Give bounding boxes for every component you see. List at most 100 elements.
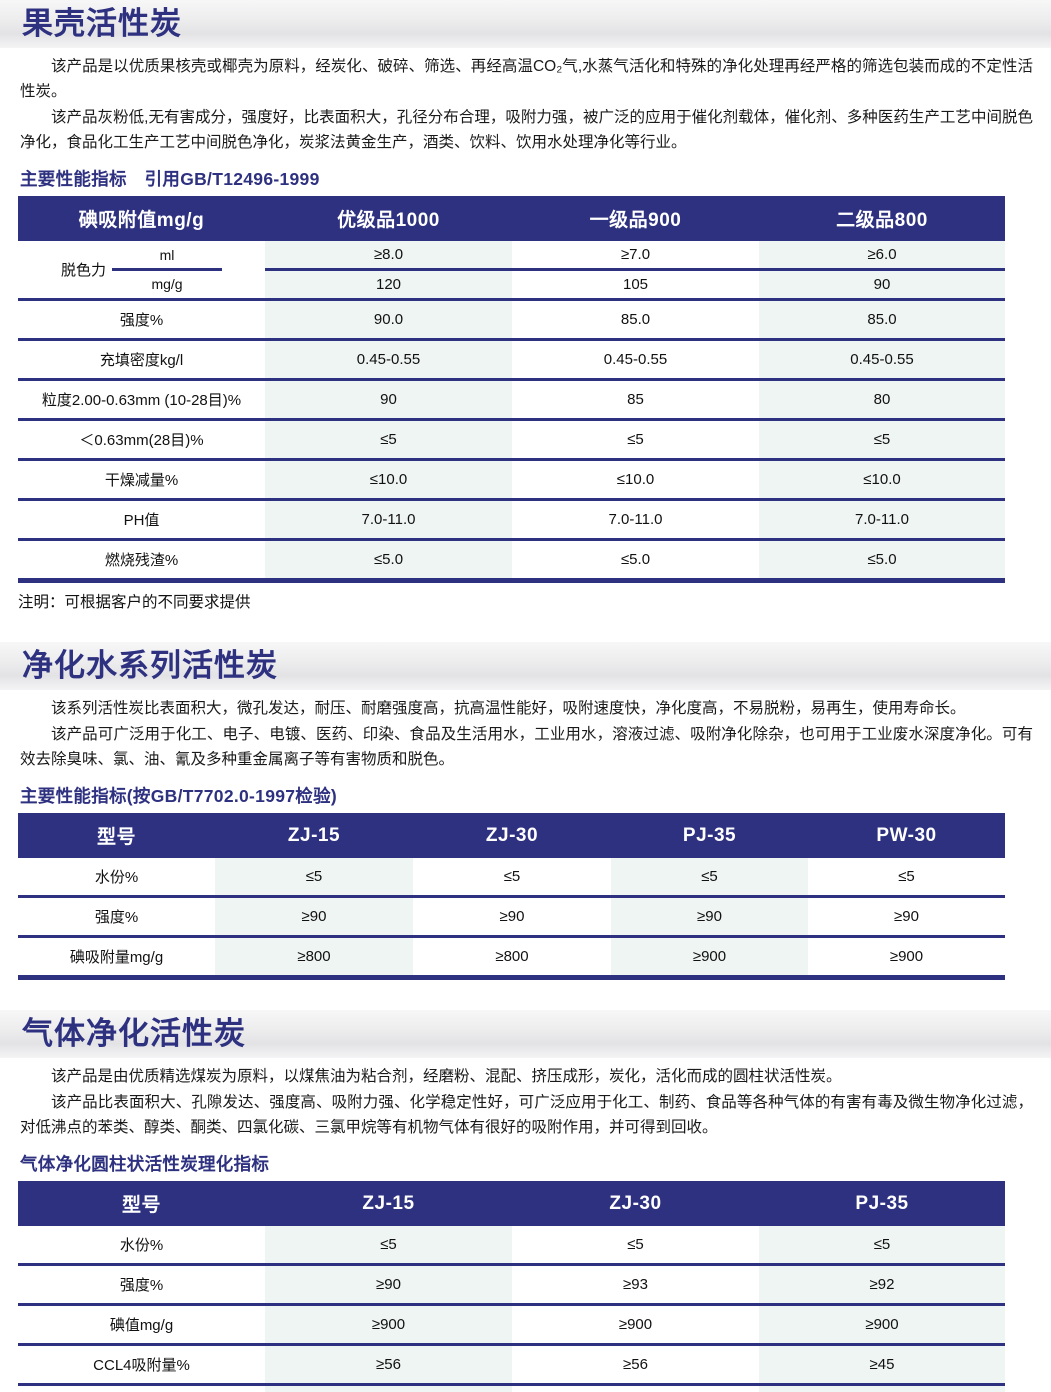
cell-value: 90.0 <box>265 298 512 340</box>
cell-split: ≥8.0 120 <box>265 241 512 300</box>
row-label: 比表面积cm²/g <box>18 1383 265 1392</box>
cell-value: ≤5 <box>265 1226 512 1265</box>
cell-value: 105 <box>622 276 649 294</box>
table-row: 碘吸附量mg/g ≥800 ≥800 ≥900 ≥900 <box>18 935 1005 976</box>
section-3: 气体净化活性炭 该产品是由优质精选煤炭为原料，以煤焦油为粘合剂，经磨粉、混配、挤… <box>0 1010 1051 1392</box>
cell-value: ≥92 <box>759 1263 1005 1305</box>
section-1-note: 注明：可根据客户的不同要求提供 <box>18 594 251 612</box>
section-2-heading: 净化水系列活性炭 <box>0 642 1051 690</box>
cell-value: ≤10.0 <box>512 458 759 500</box>
cell-value: ≥900 <box>265 1383 512 1392</box>
row-label-split: 脱色力 ml mg/g <box>18 241 265 300</box>
row-label: ＜0.63mm(28目)% <box>18 418 265 460</box>
table-row: 比表面积cm²/g ≥900 ≥850 ≥850 <box>18 1383 1005 1392</box>
cell-value: 80 <box>759 378 1005 420</box>
spec-table-3: 型号 ZJ-15 ZJ-30 PJ-35 水份% ≤5 ≤5 ≤5 强度% ≥9… <box>18 1181 1005 1392</box>
cell-value: ≥45 <box>759 1343 1005 1385</box>
cell-value: ≥900 <box>512 1303 759 1345</box>
spec-table-2: 型号 ZJ-15 ZJ-30 PJ-35 PW-30 水份% ≤5 ≤5 ≤5 … <box>18 813 1005 981</box>
table-row: 粒度2.00-0.63mm (10-28目)% 90 85 80 <box>18 378 1005 420</box>
table-row: CCL4吸附量% ≥56 ≥56 ≥45 <box>18 1343 1005 1385</box>
cell-value: ≥7.0 <box>512 241 759 272</box>
sub-label-ml: ml <box>112 242 222 272</box>
cell-value: ≤10.0 <box>265 458 512 500</box>
cell-value: ≥90 <box>808 895 1005 937</box>
cell-value: 7.0-11.0 <box>265 498 512 540</box>
cell-value: ≤5 <box>512 418 759 460</box>
column-header: ZJ-30 <box>512 1181 759 1227</box>
spec-table-1: 碘吸附值mg/g 优级品1000 一级品900 二级品800 脱色力 ml mg… <box>18 196 1005 584</box>
table-row: 燃烧残渣% ≤5.0 ≤5.0 ≤5.0 <box>18 538 1005 579</box>
table-header-row: 型号 ZJ-15 ZJ-30 PJ-35 PW-30 <box>18 813 1005 859</box>
cell-value: ≥93 <box>512 1263 759 1305</box>
row-label: 水份% <box>18 1226 265 1265</box>
column-header: PW-30 <box>808 813 1005 859</box>
row-label: 干燥减量% <box>18 458 265 500</box>
cell-value: ≥8.0 <box>265 241 512 272</box>
section-2-sub-heading: 主要性能指标(按GB/T7702.0-1997检验) <box>20 786 338 807</box>
cell-value: ≤5 <box>215 858 413 897</box>
bottom-rule <box>18 578 1005 584</box>
table-row: 强度% ≥90 ≥90 ≥90 ≥90 <box>18 895 1005 937</box>
section-3-sub-heading: 气体净化圆柱状活性炭理化指标 <box>20 1154 270 1175</box>
row-label: PH值 <box>18 498 265 540</box>
paragraph: 该产品比表面积大、孔隙发达、强度高、吸附力强、化学稳定性好，可广泛应用于化工、制… <box>20 1093 1033 1136</box>
cell-value: 85.0 <box>759 298 1005 340</box>
column-header: ZJ-15 <box>265 1181 512 1227</box>
cell-value: ≤5.0 <box>265 538 512 579</box>
cell-value: ≤5 <box>759 1226 1005 1265</box>
table-row: 碘值mg/g ≥900 ≥900 ≥900 <box>18 1303 1005 1345</box>
cell-value: 0.45-0.55 <box>265 338 512 380</box>
cell-value: 90 <box>265 378 512 420</box>
row-label: 强度% <box>18 298 265 340</box>
column-header: PJ-35 <box>759 1181 1005 1227</box>
row-label: 水份% <box>18 858 215 897</box>
cell-value: ≥90 <box>265 1263 512 1305</box>
row-label: 充填密度kg/l <box>18 338 265 380</box>
table-row: ＜0.63mm(28目)% ≤5 ≤5 ≤5 <box>18 418 1005 460</box>
cell-value: ≥6.0 <box>759 241 1005 272</box>
cell-value: 120 <box>375 276 402 294</box>
cell-value: ≥900 <box>759 1303 1005 1345</box>
cell-value: ≤5 <box>759 418 1005 460</box>
cell-value: ≥850 <box>512 1383 759 1392</box>
row-label: 碘值mg/g <box>18 1303 265 1345</box>
table-bottom-rule <box>18 975 1005 981</box>
cell-value: ≥850 <box>759 1383 1005 1392</box>
cell-value: ≥900 <box>611 935 808 976</box>
cell-split: ≥7.0 105 <box>512 241 759 300</box>
table-row: 强度% 90.0 85.0 85.0 <box>18 298 1005 340</box>
table-row-decolorization: 脱色力 ml mg/g ≥8.0 120 <box>18 241 1005 300</box>
cell-value: ≤5.0 <box>512 538 759 579</box>
column-header: 二级品800 <box>759 196 1005 242</box>
cell-value: 85 <box>512 378 759 420</box>
column-header: 型号 <box>18 1181 265 1227</box>
row-label-lead: 脱色力 <box>60 262 106 280</box>
cell-value: 7.0-11.0 <box>759 498 1005 540</box>
row-label: 强度% <box>18 1263 265 1305</box>
cell-value: ≤5.0 <box>759 538 1005 579</box>
section-2-body: 该系列活性炭比表面积大，微孔发达，耐压、耐磨强度高，抗高温性能好，吸附速度快，净… <box>0 690 1051 772</box>
cell-value: 90 <box>873 276 891 294</box>
table-row: 干燥减量% ≤10.0 ≤10.0 ≤10.0 <box>18 458 1005 500</box>
row-label: 粒度2.00-0.63mm (10-28目)% <box>18 378 265 420</box>
row-label: 强度% <box>18 895 215 937</box>
section-3-heading: 气体净化活性炭 <box>0 1010 1051 1058</box>
section-2: 净化水系列活性炭 该系列活性炭比表面积大，微孔发达，耐压、耐磨强度高，抗高温性能… <box>0 642 1051 981</box>
cell-value: ≤5 <box>611 858 808 897</box>
cell-value: ≥900 <box>808 935 1005 976</box>
table-row: 充填密度kg/l 0.45-0.55 0.45-0.55 0.45-0.55 <box>18 338 1005 380</box>
cell-value: ≥56 <box>265 1343 512 1385</box>
paragraph: 该产品可广泛用于化工、电子、电镀、医药、印染、食品及生活用水，工业用水，溶液过滤… <box>20 725 1033 768</box>
row-label: 燃烧残渣% <box>18 538 265 579</box>
cell-value: 85.0 <box>512 298 759 340</box>
table-row: 强度% ≥90 ≥93 ≥92 <box>18 1263 1005 1305</box>
section-1: 果壳活性炭 该产品是以优质果核壳或椰壳为原料，经炭化、破碎、筛选、再经高温CO₂… <box>0 0 1051 612</box>
cell-value: ≤10.0 <box>759 458 1005 500</box>
paragraph: 该产品灰粉低,无有害成分，强度好，比表面积大，孔径分布合理，吸附力强，被广泛的应… <box>20 108 1033 151</box>
cell-value: ≥90 <box>611 895 808 937</box>
column-header: 优级品1000 <box>265 196 512 242</box>
cell-value: 0.45-0.55 <box>512 338 759 380</box>
section-3-body: 该产品是由优质精选煤炭为原料，以煤焦油为粘合剂，经磨粉、混配、挤压成形，炭化，活… <box>0 1058 1051 1140</box>
